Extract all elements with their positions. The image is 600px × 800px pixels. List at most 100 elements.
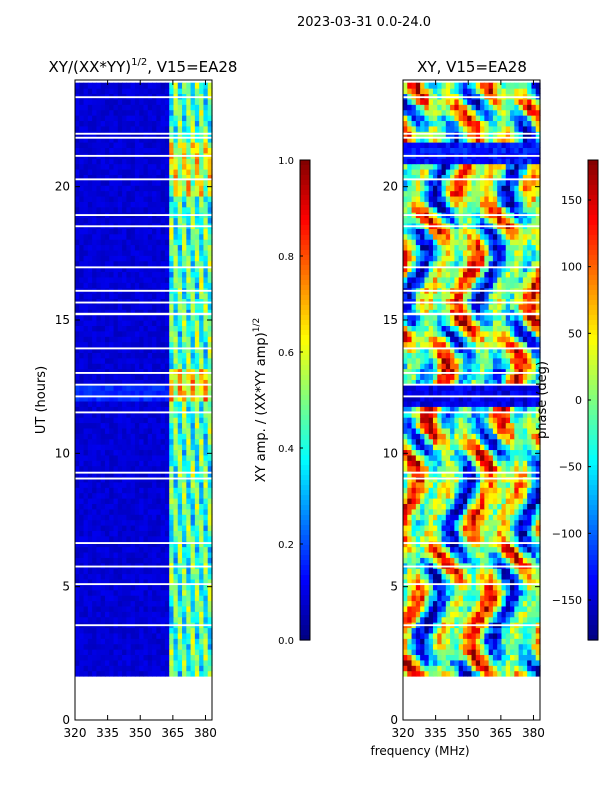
heatmap-cell [518,481,524,488]
heatmap-cell [139,82,145,89]
heatmap-cell [130,444,136,451]
heatmap-cell [104,147,110,154]
heatmap-cell [190,98,196,105]
heatmap-cell [190,444,196,451]
heatmap-cell [117,508,123,515]
heatmap-cell [177,584,183,591]
heatmap-cell [199,88,205,95]
heatmap-cell [501,632,507,639]
heatmap-cell [169,530,175,537]
heatmap-cell [186,158,192,165]
heatmap-cell [104,249,110,256]
heatmap-cell [467,584,473,591]
heatmap-cell [160,276,166,283]
heatmap-cell [92,325,98,332]
heatmap-cell [156,320,162,326]
heatmap-cell [492,611,498,618]
heatmap-cell [96,373,102,380]
heatmap-cell [87,444,93,451]
heatmap-cell [194,147,200,154]
heatmap-cell [407,508,413,515]
heatmap-cell [160,314,166,321]
heatmap-cell [156,82,162,89]
colorbar-segment [300,425,310,431]
heatmap-cell [134,88,140,95]
heatmap-cell [79,276,85,283]
heatmap-cell [203,190,209,197]
heatmap-cell [441,589,447,596]
heatmap-cell [177,568,183,575]
heatmap-cell [126,185,132,192]
heatmap-cell [190,271,196,278]
heatmap-cell [173,168,179,175]
heatmap-cell [177,551,183,558]
heatmap-cell [186,454,192,461]
heatmap-cell [467,595,473,602]
heatmap-cell [117,282,123,289]
heatmap-cell [130,417,136,424]
heatmap-cell [147,519,153,526]
heatmap-cell [122,503,127,510]
heatmap-cell [450,471,455,478]
heatmap-cell [177,535,183,542]
heatmap-cell [122,298,127,305]
heatmap-cell [437,584,443,591]
left-title-main: XY/(XX*YY) [49,58,132,76]
heatmap-cell [492,465,498,472]
heatmap-cell [156,293,162,300]
colorbar-segment [300,480,310,486]
heatmap-cell [156,444,162,451]
heatmap-cell [113,460,119,467]
heatmap-cell [126,659,132,666]
heatmap-cell [432,551,438,558]
heatmap-cell [152,363,157,370]
heatmap-cell [428,578,434,585]
heatmap-cell [203,136,209,143]
colorbar-segment [300,475,310,481]
heatmap-cell [100,481,106,488]
heatmap-cell [407,573,413,580]
heatmap-cell [147,465,153,472]
x-tick-label: 350 [129,726,152,740]
heatmap-cell [143,654,149,661]
heatmap-cell [143,616,149,623]
heatmap-cell [164,627,170,634]
heatmap-cell [173,444,179,451]
heatmap-cell [497,524,503,531]
heatmap-cell [177,498,183,504]
heatmap-cell [87,638,93,645]
colorbar-segment [300,355,310,361]
heatmap-cell [130,125,136,132]
heatmap-cell [458,503,464,510]
heatmap-cell [104,573,110,580]
heatmap-cell [177,411,183,418]
heatmap-cell [488,465,494,472]
heatmap-cell [492,627,498,634]
heatmap-cell [458,584,464,591]
heatmap-cell [160,282,166,289]
heatmap-cell [147,503,153,510]
heatmap-cell [492,524,498,531]
heatmap-cell [100,551,106,558]
heatmap-cell [407,514,413,521]
heatmap-cell [203,454,209,461]
heatmap-cell [199,444,205,451]
heatmap-cell [134,217,140,224]
heatmap-cell [411,535,417,542]
heatmap-cell [152,379,157,386]
heatmap-cell [87,195,93,202]
heatmap-cell [501,600,507,607]
heatmap-cell [173,568,179,575]
heatmap-cell [117,535,123,542]
heatmap-cell [152,557,157,564]
heatmap-cell [134,541,140,548]
heatmap-cell [518,616,524,623]
heatmap-cell [156,551,162,558]
heatmap-cell [203,260,209,267]
heatmap-cell [87,168,93,175]
heatmap-cell [156,427,162,434]
heatmap-cell [152,309,157,316]
heatmap-cell [83,115,89,122]
heatmap-cell [445,616,451,623]
heatmap-cell [83,611,89,618]
